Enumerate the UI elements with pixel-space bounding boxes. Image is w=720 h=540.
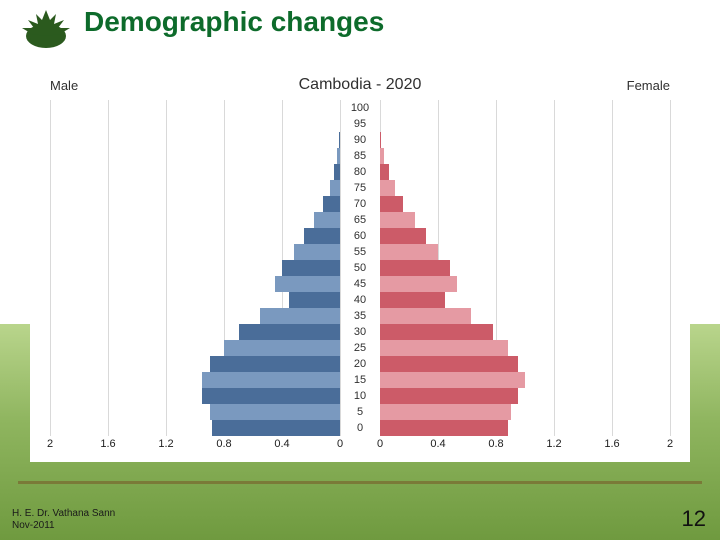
x-tick-left: 0.8	[216, 438, 231, 450]
male-bar	[239, 324, 341, 340]
female-bar	[380, 148, 384, 164]
grid-line	[108, 100, 109, 436]
age-label: 60	[340, 228, 380, 244]
age-label: 85	[340, 148, 380, 164]
female-bar	[380, 324, 493, 340]
age-label: 30	[340, 324, 380, 340]
age-label: 70	[340, 196, 380, 212]
female-bar	[380, 180, 395, 196]
female-bar	[380, 356, 518, 372]
age-label: 20	[340, 356, 380, 372]
age-label: 75	[340, 180, 380, 196]
male-bar	[260, 308, 340, 324]
age-axis: 1009590858075706560555045403530252015105…	[340, 100, 380, 436]
female-bar	[380, 276, 457, 292]
grid-line	[50, 100, 51, 436]
female-bar	[380, 196, 403, 212]
male-bar	[282, 260, 340, 276]
male-bar	[294, 244, 340, 260]
age-label: 50	[340, 260, 380, 276]
x-tick-right: 1.6	[604, 438, 619, 450]
age-label: 80	[340, 164, 380, 180]
grid-line	[612, 100, 613, 436]
male-bar	[330, 180, 340, 196]
female-bar	[380, 164, 389, 180]
x-tick-right: 1.2	[546, 438, 561, 450]
x-tick-right: 0	[377, 438, 383, 450]
female-bar	[380, 308, 471, 324]
male-bar	[304, 228, 340, 244]
female-bar	[380, 244, 438, 260]
x-axis: 2 1.6 1.2 0.8 0.4 0 0 0.4 0.8 1.2 1.6 2	[50, 438, 670, 456]
age-label: 10	[340, 388, 380, 404]
age-label: 0	[340, 420, 380, 436]
male-label: Male	[50, 78, 78, 93]
male-bar	[202, 388, 340, 404]
age-label: 40	[340, 292, 380, 308]
chart-title: Cambodia - 2020	[30, 76, 690, 94]
female-bar	[380, 388, 518, 404]
male-bar	[289, 292, 340, 308]
grid-line	[670, 100, 671, 436]
age-label: 65	[340, 212, 380, 228]
age-label: 100	[340, 100, 380, 116]
x-tick-left: 0.4	[274, 438, 289, 450]
female-bar	[380, 340, 508, 356]
female-bar	[380, 228, 426, 244]
male-bar	[210, 404, 341, 420]
grid-line	[166, 100, 167, 436]
female-bar	[380, 132, 381, 148]
population-pyramid: Cambodia - 2020 Male Female 100959085807…	[30, 72, 690, 462]
male-bar	[323, 196, 340, 212]
female-bar	[380, 260, 450, 276]
male-bar	[314, 212, 340, 228]
male-bar	[210, 356, 341, 372]
page-number: 12	[682, 506, 706, 532]
age-label: 5	[340, 404, 380, 420]
slide-title: Demographic changes	[84, 6, 384, 38]
x-tick-left: 2	[47, 438, 53, 450]
slide: Demographic changes Cambodia - 2020 Male…	[0, 0, 720, 540]
age-label: 25	[340, 340, 380, 356]
female-bar	[380, 404, 511, 420]
x-tick-right: 0.8	[488, 438, 503, 450]
chart-plot: 1009590858075706560555045403530252015105…	[50, 100, 670, 436]
male-bar	[202, 372, 340, 388]
age-label: 15	[340, 372, 380, 388]
age-label: 90	[340, 132, 380, 148]
ground-decoration	[18, 481, 702, 484]
age-label: 55	[340, 244, 380, 260]
male-bar	[275, 276, 340, 292]
age-label: 95	[340, 116, 380, 132]
female-bar	[380, 420, 508, 436]
author-line-2: Nov-2011	[12, 520, 115, 532]
female-label: Female	[627, 78, 670, 93]
male-bar	[224, 340, 340, 356]
crest-icon	[16, 6, 76, 50]
x-tick-right: 0.4	[430, 438, 445, 450]
female-bar	[380, 372, 525, 388]
x-tick-right: 2	[667, 438, 673, 450]
grid-line	[554, 100, 555, 436]
x-tick-left: 0	[337, 438, 343, 450]
x-tick-left: 1.6	[100, 438, 115, 450]
author-line-1: H. E. Dr. Vathana Sann	[12, 508, 115, 520]
male-bars	[50, 100, 340, 436]
female-bar	[380, 292, 445, 308]
footer-author: H. E. Dr. Vathana Sann Nov-2011	[12, 508, 115, 532]
male-bar	[212, 420, 340, 436]
female-bar	[380, 212, 415, 228]
age-label: 45	[340, 276, 380, 292]
x-tick-left: 1.2	[158, 438, 173, 450]
age-label: 35	[340, 308, 380, 324]
female-bars	[380, 100, 670, 436]
